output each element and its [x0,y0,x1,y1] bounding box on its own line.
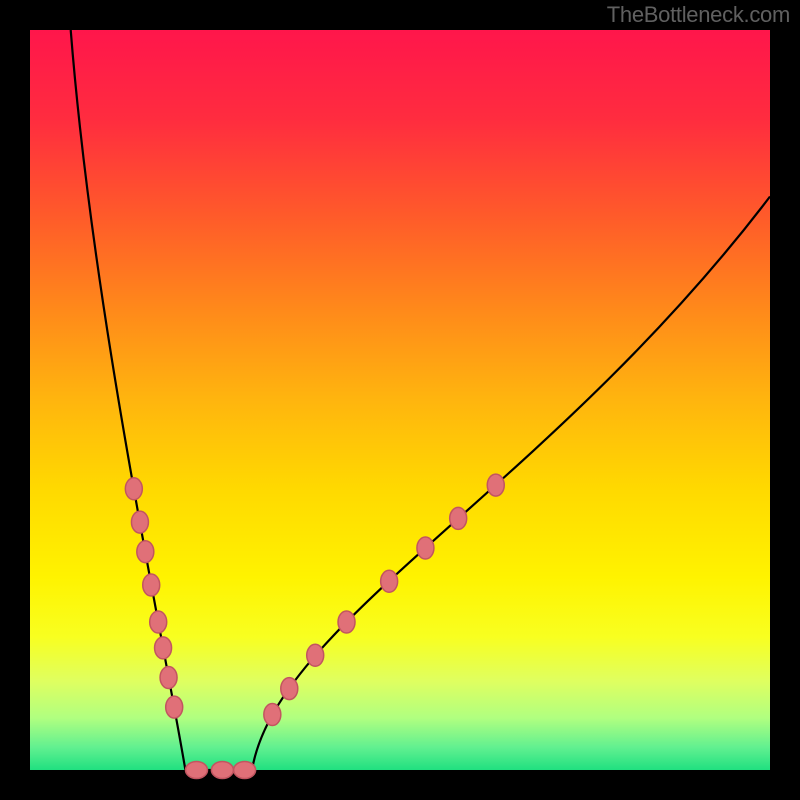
data-marker [417,537,434,559]
data-marker [143,574,160,596]
data-marker [281,678,298,700]
data-marker [186,762,208,779]
data-marker [450,507,467,529]
data-marker [125,478,142,500]
data-marker [150,611,167,633]
data-marker [166,696,183,718]
bottleneck-plot [0,0,800,800]
data-marker [160,667,177,689]
data-marker [155,637,172,659]
plot-gradient-background [30,30,770,770]
data-marker [264,704,281,726]
data-marker [211,762,233,779]
data-marker [487,474,504,496]
data-marker [381,570,398,592]
chart-container: TheBottleneck.com [0,0,800,800]
watermark-text: TheBottleneck.com [607,2,790,28]
data-marker [234,762,256,779]
data-marker [131,511,148,533]
data-marker [137,541,154,563]
data-marker [338,611,355,633]
data-marker [307,644,324,666]
